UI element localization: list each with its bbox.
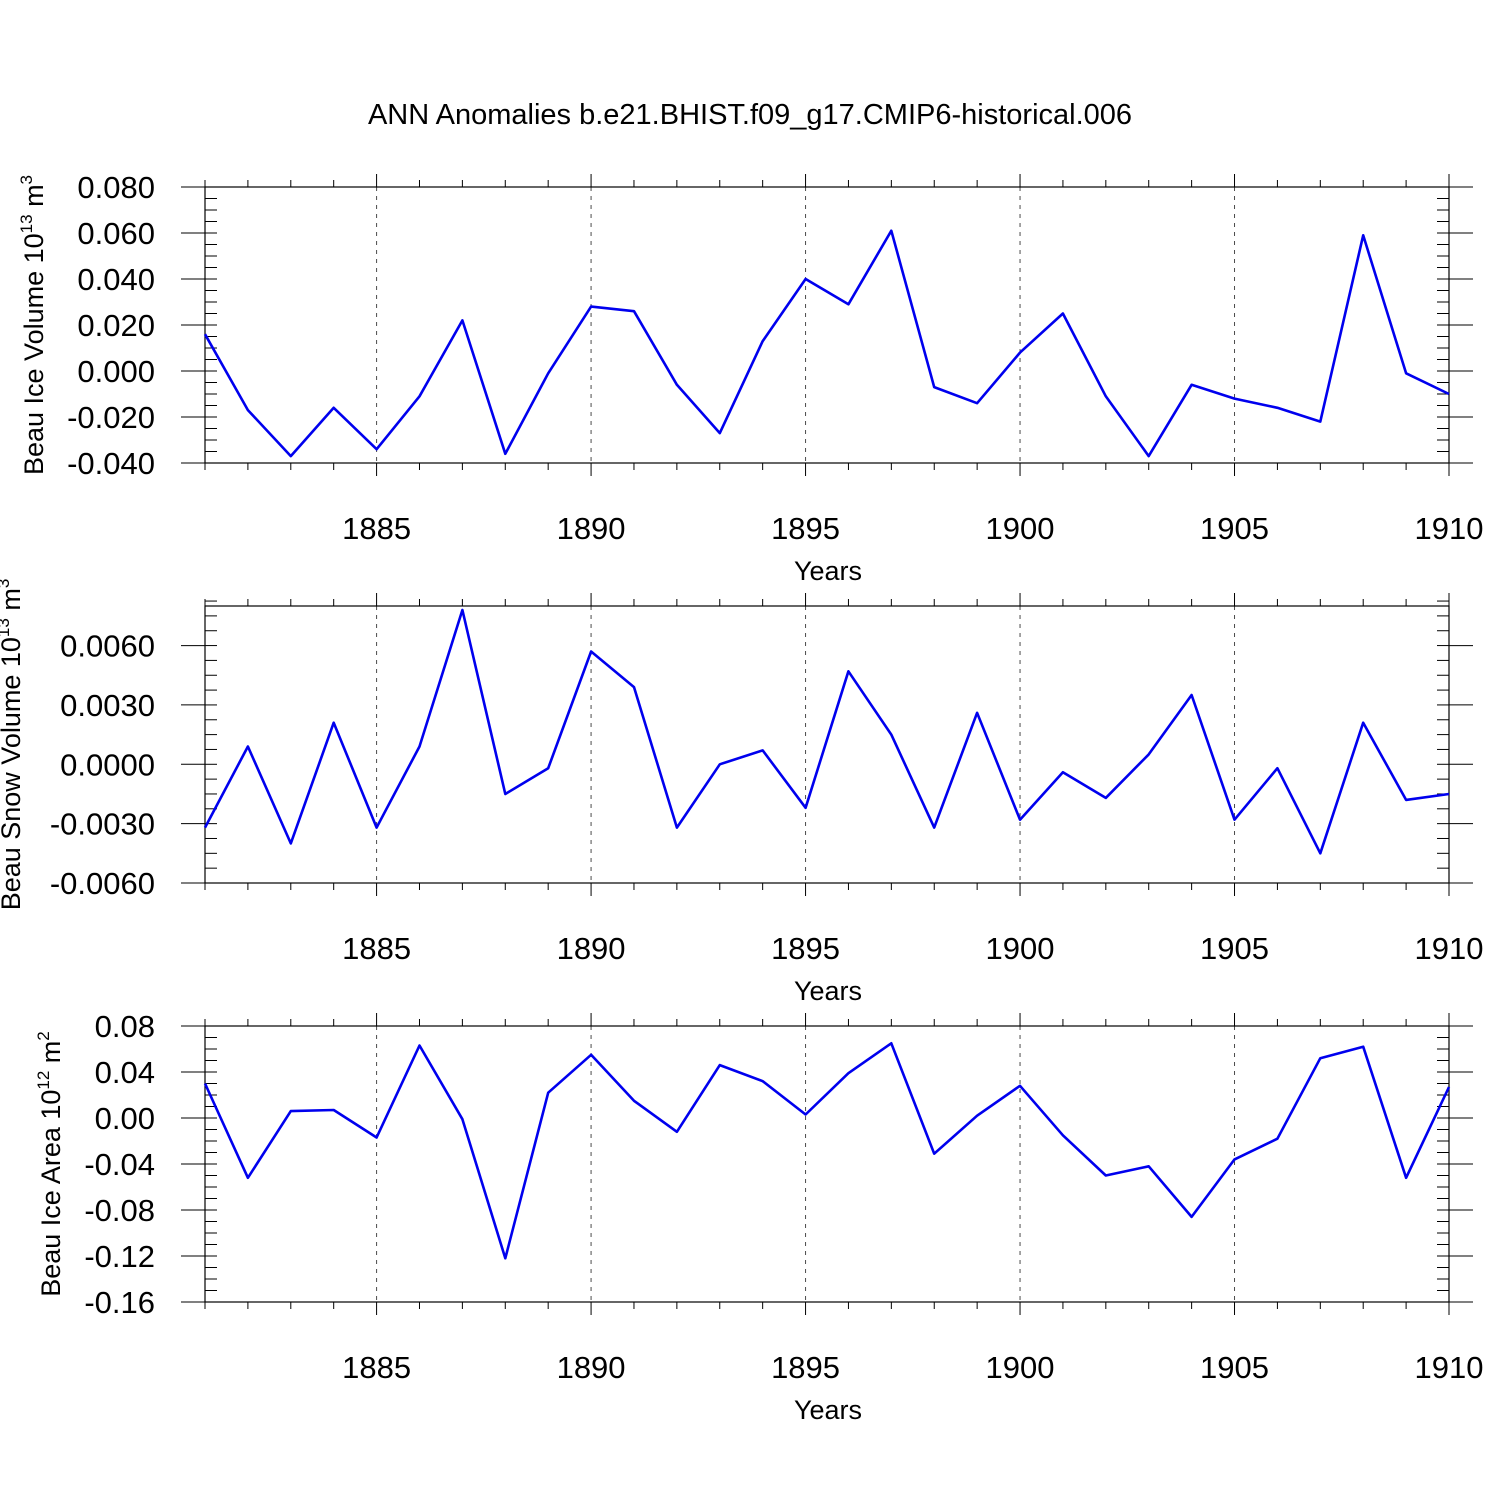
- y-tick-label: 0.000: [77, 354, 155, 389]
- y-axis-label-exponent: 12: [34, 1071, 53, 1090]
- y-tick-label: -0.020: [67, 400, 155, 435]
- x-tick-label: 1910: [1415, 511, 1484, 546]
- y-tick-label: -0.0060: [50, 866, 155, 901]
- y-tick-label: 0.0030: [60, 688, 155, 723]
- y-axis-label-exponent: 13: [0, 618, 13, 637]
- y-tick-label: -0.16: [84, 1285, 155, 1320]
- panels: -0.040 -0.020 0.000 0.020 0.040 0.060 0.080 188…: [0, 170, 1483, 1425]
- y-tick-label: 0.0000: [60, 747, 155, 782]
- y-axis-label-unit-exponent: 3: [0, 579, 13, 588]
- y-tick-label: -0.0030: [50, 807, 155, 842]
- x-tick-label: 1885: [342, 511, 411, 546]
- x-tick-label: 1895: [771, 1350, 840, 1385]
- x-axis-label: Years: [794, 556, 862, 586]
- y-tick-label: 0.040: [77, 262, 155, 297]
- y-tick-label: 0.04: [95, 1055, 155, 1090]
- x-tick-label: 1905: [1200, 511, 1269, 546]
- y-axis-label-unit-exponent: 2: [34, 1031, 53, 1040]
- series-line: [203, 229, 1450, 458]
- y-tick-label: 0.020: [77, 308, 155, 343]
- x-tick-label: 1910: [1415, 1350, 1484, 1385]
- y-axis-label-unit-exponent: 3: [17, 175, 36, 184]
- y-axis-label-main: Beau Ice Area 10: [36, 1090, 66, 1297]
- x-tick-label: 1905: [1200, 1350, 1269, 1385]
- plot-frame: [204, 1025, 1450, 1303]
- figure-title: ANN Anomalies b.e21.BHIST.f09_g17.CMIP6-…: [368, 99, 1132, 131]
- plot-frame: [204, 605, 1450, 884]
- y-axis-label-main: Beau Snow Volume 10: [0, 637, 26, 910]
- series-line: [203, 608, 1450, 855]
- y-tick-label: -0.08: [84, 1193, 155, 1228]
- series-line: [203, 1042, 1451, 1260]
- x-tick-label: 1895: [771, 511, 840, 546]
- y-tick-label: 0.00: [95, 1101, 155, 1136]
- x-tick-label: 1890: [557, 931, 626, 966]
- y-tick-label: -0.040: [67, 446, 155, 481]
- y-tick-label: 0.08: [95, 1009, 155, 1044]
- panel-3: -0.16 -0.12 -0.08 -0.04 0.00 0.04 0.08 1885 1890…: [34, 1009, 1483, 1425]
- x-tick-label: 1900: [986, 1350, 1055, 1385]
- y-axis-label-exponent: 13: [17, 214, 36, 233]
- panel-1: -0.040 -0.020 0.000 0.020 0.040 0.060 0.080 188…: [17, 170, 1483, 586]
- x-tick-label: 1890: [557, 511, 626, 546]
- y-tick-label: 0.080: [77, 170, 155, 205]
- y-axis-label-unit: m: [19, 184, 49, 214]
- y-axis-label-unit: m: [36, 1041, 66, 1071]
- x-axis-label: Years: [794, 1395, 862, 1425]
- y-axis-label-main: Beau Ice Volume 10: [19, 233, 49, 475]
- y-axis-label: Beau Ice Volume 1013 m3: [17, 175, 49, 475]
- y-axis-label: Beau Ice Area 1012 m2: [34, 1031, 66, 1297]
- x-tick-label: 1905: [1200, 931, 1269, 966]
- x-tick-label: 1900: [986, 511, 1055, 546]
- x-tick-label: 1895: [771, 931, 840, 966]
- y-axis-label-unit: m: [0, 588, 26, 618]
- y-axis-label: Beau Snow Volume 1013 m3: [0, 579, 26, 911]
- y-tick-label: -0.12: [84, 1239, 155, 1274]
- x-tick-label: 1885: [342, 1350, 411, 1385]
- panel-2: -0.0060 -0.0030 0.0000 0.0030 0.0060 1885 1890…: [0, 579, 1483, 1006]
- y-tick-label: -0.04: [84, 1147, 155, 1182]
- x-axis-label: Years: [794, 976, 862, 1006]
- y-tick-label: 0.060: [77, 216, 155, 251]
- y-tick-label: 0.0060: [60, 629, 155, 664]
- plot-frame: [204, 186, 1450, 464]
- x-tick-label: 1910: [1415, 931, 1484, 966]
- x-tick-label: 1900: [986, 931, 1055, 966]
- x-tick-label: 1885: [342, 931, 411, 966]
- x-tick-label: 1890: [557, 1350, 626, 1385]
